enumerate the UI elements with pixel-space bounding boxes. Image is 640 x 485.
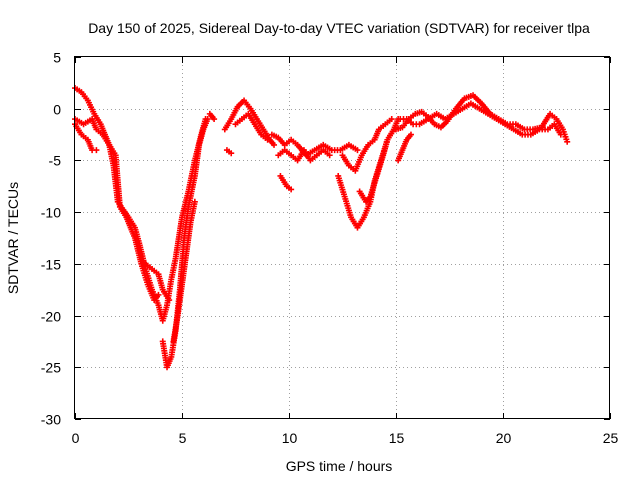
chart-title: Day 150 of 2025, Sidereal Day-to-day VTE… [88, 20, 590, 36]
data-point [204, 116, 211, 123]
data-point [407, 131, 414, 138]
data-point [93, 147, 100, 154]
series-track-16 [356, 136, 391, 205]
data-point [228, 150, 235, 157]
x-tick-label: 0 [72, 430, 80, 446]
data-point [155, 291, 162, 298]
series-track-17 [393, 92, 571, 145]
axes: 0 5 10 15 20 25 -30 -25 -20 -15 -10 -5 0 5 [41, 50, 619, 447]
data-point [557, 131, 564, 138]
series-track-3 [72, 121, 100, 154]
x-tick-label: 10 [282, 430, 298, 446]
x-tick-label: 15 [389, 430, 405, 446]
data-point [388, 116, 395, 123]
x-tick-label: 5 [179, 430, 187, 446]
series-track-7 [206, 110, 218, 123]
series-track-15 [339, 116, 395, 174]
data-point [564, 138, 571, 145]
series-track-8 [223, 147, 235, 157]
x-tick-label: 25 [603, 430, 619, 446]
series-track-10 [232, 110, 271, 143]
data-point [211, 116, 218, 123]
x-tick-label: 20 [496, 430, 512, 446]
y-tick-label: 5 [53, 50, 61, 66]
y-tick-label: -30 [41, 412, 61, 428]
series-track-6 [170, 198, 198, 345]
data-point [166, 297, 173, 304]
series-track-14 [335, 116, 402, 231]
series-track-19 [395, 131, 414, 164]
data-point [264, 136, 271, 143]
y-tick-label: -5 [49, 153, 62, 169]
series-track-4 [142, 260, 173, 304]
plot-frame [74, 56, 610, 419]
y-tick-label: -25 [41, 360, 61, 376]
y-tick-label: 0 [53, 102, 61, 118]
data-points [72, 85, 571, 371]
data-point [191, 198, 198, 205]
series-track-12 [275, 147, 333, 164]
grid [75, 57, 610, 419]
series-track-18 [397, 100, 564, 138]
x-axis-label: GPS time / hours [286, 458, 393, 474]
data-point [326, 152, 333, 159]
data-point [288, 186, 295, 193]
data-point [271, 141, 278, 148]
y-tick-label: -15 [41, 257, 61, 273]
series-track-13 [277, 172, 295, 193]
y-tick-label: -10 [41, 205, 61, 221]
y-axis-label: SDTVAR / TECUs [5, 182, 21, 294]
data-point [354, 147, 361, 154]
y-tick-label: -20 [41, 309, 61, 325]
data-point [384, 136, 391, 143]
series-track-2 [72, 116, 162, 304]
